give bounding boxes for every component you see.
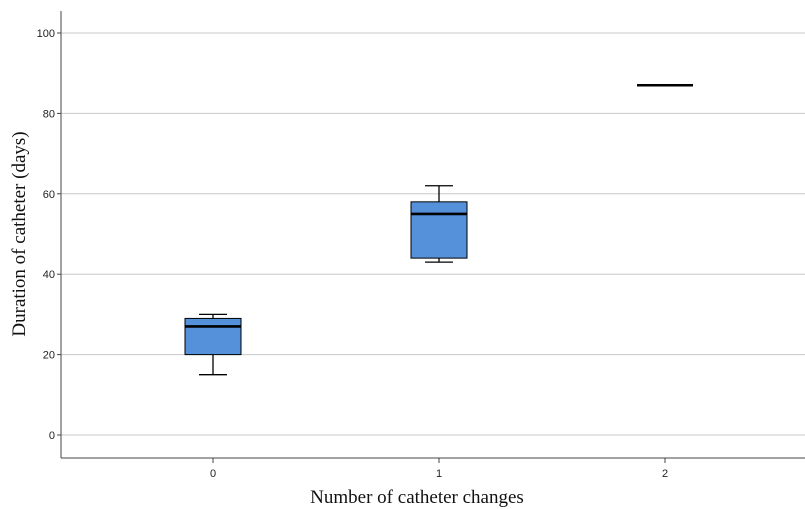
y-tick-label: 100 xyxy=(37,28,55,40)
axes xyxy=(60,11,805,459)
boxes xyxy=(184,83,693,376)
iqr-box xyxy=(410,201,468,259)
y-tick-label: 60 xyxy=(43,189,55,201)
y-tick-label: 40 xyxy=(43,269,55,281)
box-group-1 xyxy=(410,185,468,263)
x-tick-label: 2 xyxy=(662,468,668,480)
y-tick-label: 0 xyxy=(49,430,55,442)
box-group-0 xyxy=(184,313,242,376)
x-tick-label: 0 xyxy=(210,468,216,480)
x-axis-title: Number of catheter changes xyxy=(310,487,524,508)
y-tick-labels: 0 20 40 60 80 100 xyxy=(37,28,61,442)
x-tick-label: 1 xyxy=(436,468,442,480)
y-tick-label: 20 xyxy=(43,350,55,362)
y-tick-label: 80 xyxy=(43,108,55,120)
iqr-box xyxy=(184,317,242,356)
x-tick-labels: 0 1 2 xyxy=(210,458,668,480)
y-axis-title: Duration of catheter (days) xyxy=(9,131,30,336)
